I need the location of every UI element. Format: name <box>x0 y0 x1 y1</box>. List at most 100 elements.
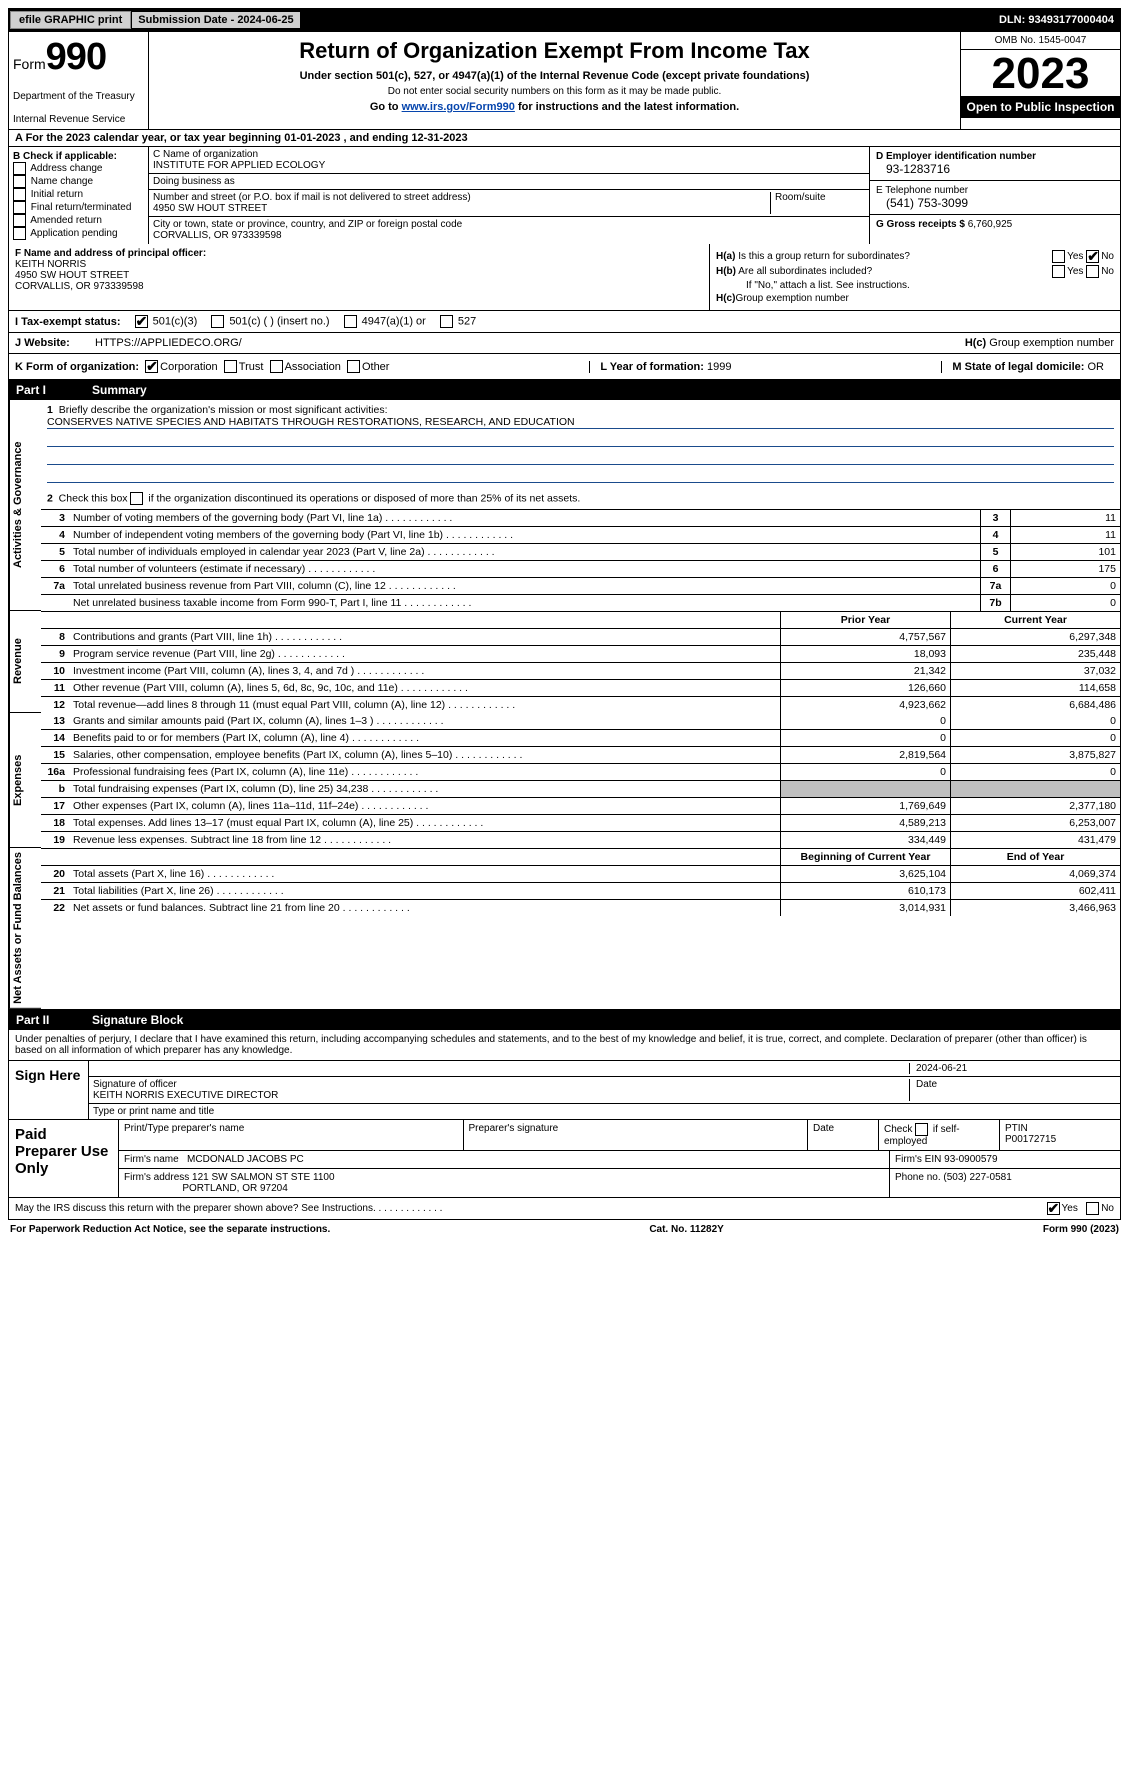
officer-name: KEITH NORRIS <box>15 259 86 270</box>
top-toolbar: efile GRAPHIC print Submission Date - 20… <box>8 8 1121 32</box>
prep-date-label: Date <box>808 1120 879 1150</box>
self-employed-checkbox[interactable] <box>915 1123 928 1136</box>
box-b-checkbox[interactable] <box>13 227 26 240</box>
corp-checkbox[interactable] <box>145 360 158 373</box>
tax-status-label: I Tax-exempt status: <box>15 316 121 328</box>
goto-line: Go to www.irs.gov/Form990 for instructio… <box>153 101 956 113</box>
year-formation: 1999 <box>707 361 731 373</box>
penalty-statement: Under penalties of perjury, I declare th… <box>9 1030 1120 1061</box>
box-j: J Website: HTTPS://APPLIEDECO.ORG/ H(c) … <box>9 333 1120 354</box>
box-b: B Check if applicable: Address change Na… <box>9 147 149 244</box>
officer-title-label: Type or print name and title <box>93 1106 214 1117</box>
open-to-public: Open to Public Inspection <box>961 96 1120 118</box>
gross-value: 6,760,925 <box>968 219 1013 230</box>
officer-sig-name: KEITH NORRIS EXECUTIVE DIRECTOR <box>93 1090 278 1101</box>
form-number: Form990 <box>13 36 144 79</box>
officer-city: CORVALLIS, OR 973339598 <box>15 281 144 292</box>
501c3-checkbox[interactable] <box>135 315 148 328</box>
ha-yes-checkbox[interactable] <box>1052 250 1065 263</box>
trust-checkbox[interactable] <box>224 360 237 373</box>
form-subtitle: Under section 501(c), 527, or 4947(a)(1)… <box>153 70 956 82</box>
sig-date: 2024-06-21 <box>909 1063 1116 1074</box>
phone-label: E Telephone number <box>876 185 968 196</box>
city-value: CORVALLIS, OR 973339598 <box>153 230 282 241</box>
begin-year-header: Beginning of Current Year <box>780 849 950 865</box>
assoc-checkbox[interactable] <box>270 360 283 373</box>
org-name-label: C Name of organization <box>153 149 258 160</box>
form-number-value: 990 <box>46 36 106 78</box>
box-b-checkbox[interactable] <box>13 201 26 214</box>
date-label: Date <box>909 1079 1116 1101</box>
vtab-exp: Expenses <box>9 713 41 848</box>
other-checkbox[interactable] <box>347 360 360 373</box>
paid-preparer-label: Paid Preparer Use Only <box>9 1120 119 1197</box>
street-label: Number and street (or P.O. box if mail i… <box>153 192 471 203</box>
box-b-checkbox[interactable] <box>13 162 26 175</box>
hb-note: If "No," attach a list. See instructions… <box>716 280 1114 291</box>
part2-header: Part II Signature Block <box>8 1010 1121 1030</box>
mission-label: Briefly describe the organization's miss… <box>59 404 388 416</box>
discuss-no-checkbox[interactable] <box>1086 1202 1099 1215</box>
footer-catno: Cat. No. 11282Y <box>649 1224 723 1235</box>
section-ijk: I Tax-exempt status: 501(c)(3) 501(c) ( … <box>8 311 1121 380</box>
section-fh: F Name and address of principal officer:… <box>8 244 1121 311</box>
part1-header: Part I Summary <box>8 380 1121 400</box>
dba-label: Doing business as <box>153 176 235 187</box>
box-deg: D Employer identification number 93-1283… <box>870 147 1120 244</box>
527-checkbox[interactable] <box>440 315 453 328</box>
form-header: Form990 Department of the Treasury Inter… <box>8 32 1121 130</box>
efile-print-button[interactable]: efile GRAPHIC print <box>10 11 131 29</box>
4947-checkbox[interactable] <box>344 315 357 328</box>
hb-yes-checkbox[interactable] <box>1052 265 1065 278</box>
dept-treasury: Department of the Treasury <box>13 91 144 102</box>
vtab-rev: Revenue <box>9 611 41 713</box>
tax-year: 2023 <box>961 50 1120 96</box>
501c-other-checkbox[interactable] <box>211 315 224 328</box>
form-label: Form <box>13 56 46 72</box>
vtab-ag: Activities & Governance <box>9 400 41 611</box>
prep-sig-label: Preparer's signature <box>464 1120 809 1150</box>
omb-number: OMB No. 1545-0047 <box>961 32 1120 50</box>
box-f: F Name and address of principal officer:… <box>9 244 710 310</box>
gross-label: G Gross receipts $ <box>876 219 968 230</box>
firm-name: MCDONALD JACOBS PC <box>187 1154 304 1165</box>
page-footer: For Paperwork Reduction Act Notice, see … <box>8 1220 1121 1239</box>
discuss-yes-checkbox[interactable] <box>1047 1202 1060 1215</box>
footer-left: For Paperwork Reduction Act Notice, see … <box>10 1224 330 1235</box>
box-klm: K Form of organization: Corporation Trus… <box>9 354 1120 379</box>
summary-table: Activities & Governance 1 Briefly descri… <box>8 400 1121 1010</box>
box-b-checkbox[interactable] <box>13 175 26 188</box>
box-b-checkbox[interactable] <box>13 188 26 201</box>
section-bcd: B Check if applicable: Address change Na… <box>8 147 1121 244</box>
current-year-header: Current Year <box>950 612 1120 628</box>
state-domicile: OR <box>1088 361 1105 373</box>
form-title: Return of Organization Exempt From Incom… <box>153 38 956 64</box>
ptin-value: P00172715 <box>1005 1134 1056 1145</box>
phone-value: (541) 753-3099 <box>876 196 1114 210</box>
box-b-checkbox[interactable] <box>13 214 26 227</box>
end-year-header: End of Year <box>950 849 1120 865</box>
preparer-section: Paid Preparer Use Only Print/Type prepar… <box>9 1119 1120 1197</box>
officer-label: F Name and address of principal officer: <box>15 248 206 259</box>
website-label: J Website: <box>15 337 95 349</box>
box-i: I Tax-exempt status: 501(c)(3) 501(c) ( … <box>9 311 1120 333</box>
ein-value: 93-1283716 <box>876 162 1114 176</box>
irs-label: Internal Revenue Service <box>13 114 144 125</box>
box-b-label: B Check if applicable: <box>13 151 117 162</box>
signature-section: Under penalties of perjury, I declare th… <box>8 1030 1121 1220</box>
firm-ein: 93-0900579 <box>944 1154 997 1165</box>
firm-addr1: 121 SW SALMON ST STE 1100 <box>192 1172 334 1183</box>
hb-no-checkbox[interactable] <box>1086 265 1099 278</box>
discontinued-checkbox[interactable] <box>130 492 143 505</box>
irs-link[interactable]: www.irs.gov/Form990 <box>402 101 515 113</box>
ein-label: D Employer identification number <box>876 151 1036 162</box>
box-h: H(a) Is this a group return for subordin… <box>710 244 1120 310</box>
firm-addr2: PORTLAND, OR 97204 <box>182 1183 287 1194</box>
dln-label: DLN: 93493177000404 <box>999 14 1120 26</box>
mission-text: CONSERVES NATIVE SPECIES AND HABITATS TH… <box>47 416 1114 429</box>
website-value: HTTPS://APPLIEDECO.ORG/ <box>95 337 242 349</box>
ha-no-checkbox[interactable] <box>1086 250 1099 263</box>
street-value: 4950 SW HOUT STREET <box>153 203 267 214</box>
ssn-note: Do not enter social security numbers on … <box>153 86 956 97</box>
city-label: City or town, state or province, country… <box>153 219 462 230</box>
